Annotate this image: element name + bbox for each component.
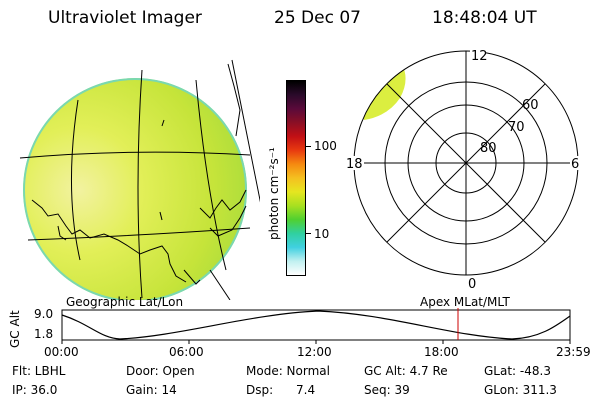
graticule [19, 59, 260, 300]
colorbar-tick-label-10: 10 [314, 227, 330, 241]
colorbar-gradient [287, 81, 305, 275]
geographic-label: Geographic Lat/Lon [66, 295, 184, 309]
mlat-label-80: 80 [480, 141, 497, 156]
dsp-value: 7.4 [296, 383, 316, 397]
coastlines [31, 63, 247, 285]
x-tick-1800: 18:00 [424, 345, 459, 359]
colorbar-tick-label-100: 100 [314, 139, 337, 153]
x-tick-2359: 23:59 [556, 345, 591, 359]
colorbar-tick-10 [306, 233, 311, 234]
mode-info: Mode: Normal [246, 364, 330, 378]
altitude-plot-frame [61, 309, 571, 341]
seq-info: Seq: 39 [364, 383, 410, 397]
y-tick-9.0: 9.0 [34, 307, 53, 321]
glat-info: GLat: -48.3 [484, 364, 551, 378]
mlt-label-12: 12 [471, 49, 488, 64]
filter-info: Flt: LBHL [12, 364, 66, 378]
gain-info: Gain: 14 [126, 383, 177, 397]
geographic-image [19, 59, 260, 300]
polar-plot: 12 18 6 0 60 70 80 [344, 48, 582, 292]
door-info: Door: Open [126, 364, 195, 378]
app-title: Ultraviolet Imager [48, 8, 202, 28]
x-tick-0000: 00:00 [44, 345, 79, 359]
ip-info: IP: 36.0 [12, 383, 58, 397]
date-label: 25 Dec 07 [274, 8, 361, 28]
colorbar-unit-label: photon cm⁻²s⁻¹ [267, 147, 281, 240]
glon-info: GLon: 311.3 [484, 383, 557, 397]
globe-disk [23, 78, 247, 300]
x-tick-0600: 06:00 [169, 345, 204, 359]
mlt-label-18: 18 [346, 157, 363, 172]
y-axis-label: GC Alt [8, 310, 22, 348]
mlt-label-0: 0 [468, 277, 476, 292]
time-label: 18:48:04 UT [432, 8, 537, 28]
mlat-label-70: 70 [508, 120, 525, 135]
polar-axis-diag-2 [386, 83, 546, 243]
mlt-label-6: 6 [571, 157, 579, 172]
x-tick-1200: 12:00 [297, 345, 332, 359]
colorbar [286, 80, 306, 276]
polar-image-patch [362, 63, 406, 120]
mlat-label-60: 60 [522, 98, 539, 113]
altitude-plot: 9.0 1.8 GC Alt [8, 307, 571, 348]
polar-label: Apex MLat/MLT [420, 295, 510, 309]
gc-alt-info: GC Alt: 4.7 Re [364, 364, 448, 378]
dsp-label: Dsp: [246, 383, 274, 397]
colorbar-tick-100 [306, 146, 311, 147]
altitude-curve [61, 310, 571, 340]
y-tick-1.8: 1.8 [34, 327, 53, 341]
